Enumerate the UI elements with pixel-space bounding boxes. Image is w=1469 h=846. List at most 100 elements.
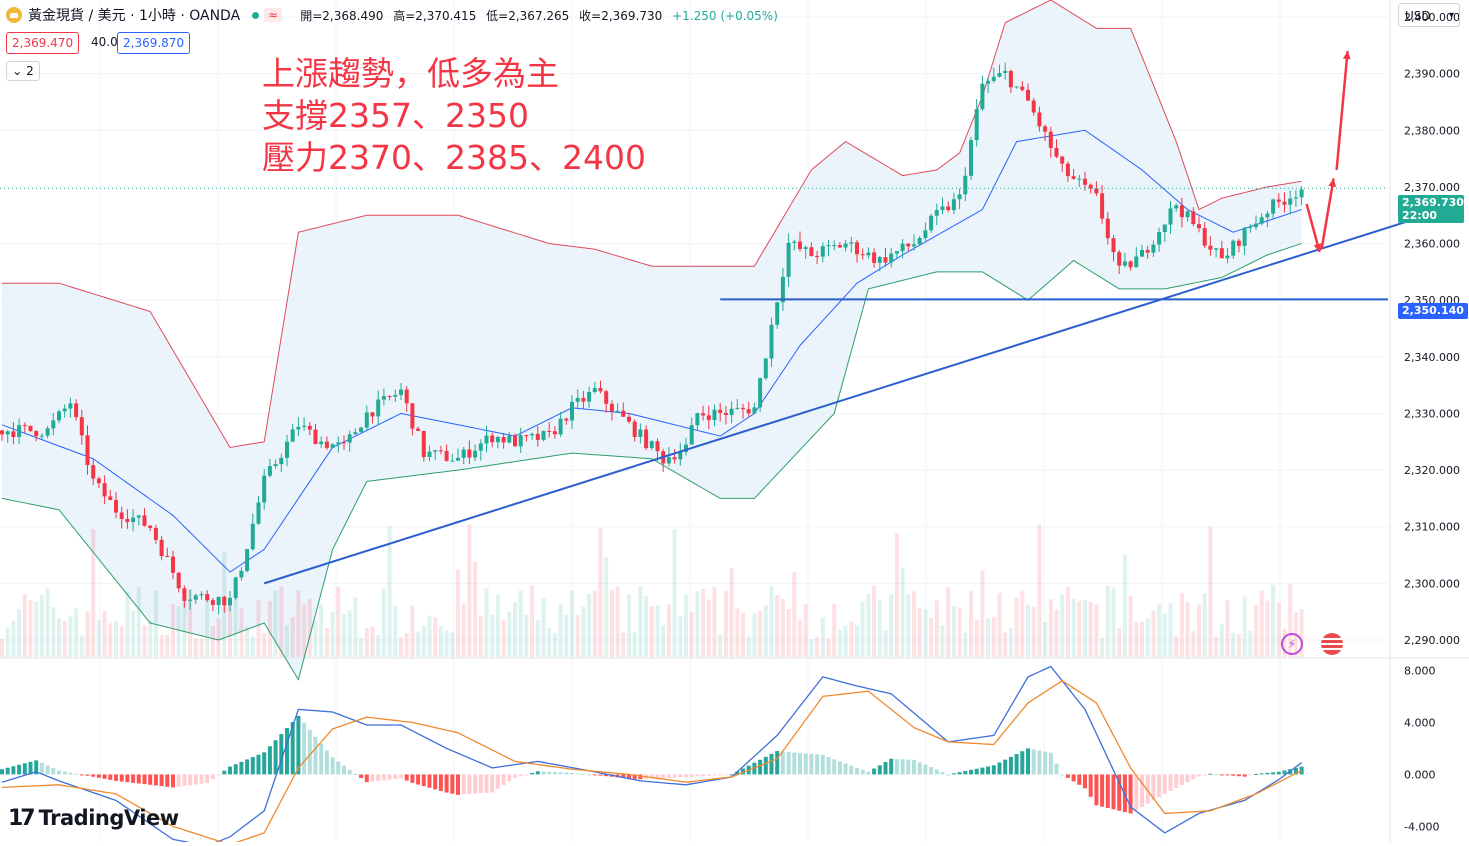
- volume-bar: [957, 607, 962, 657]
- candle-body: [1179, 205, 1184, 218]
- candle-body: [364, 412, 369, 428]
- macd-histogram-bar: [1105, 774, 1110, 808]
- volume-bar: [364, 627, 369, 657]
- candle-body: [718, 409, 723, 413]
- volume-bar: [889, 594, 894, 657]
- candle-body: [119, 512, 124, 519]
- sell-button[interactable]: 2,369.470: [6, 32, 80, 54]
- volume-bar: [433, 617, 438, 657]
- volume-bar: [547, 627, 552, 657]
- candle-body: [615, 410, 620, 412]
- macd-histogram-bar: [364, 774, 369, 783]
- delayed-data-badge[interactable]: ≈: [264, 8, 283, 22]
- macd-histogram-bar: [279, 734, 284, 775]
- candle-body: [1026, 89, 1030, 101]
- volume-bar: [267, 601, 272, 657]
- lightning-icon[interactable]: ⚡: [1281, 633, 1303, 655]
- volume-bar: [1157, 604, 1162, 657]
- macd-histogram-bar: [159, 774, 164, 787]
- volume-bar: [1219, 623, 1224, 657]
- candle-body: [957, 194, 962, 200]
- tradingview-logo[interactable]: 17 TradingView: [8, 804, 179, 832]
- candle-body: [313, 429, 318, 445]
- macd-histogram-bar: [171, 774, 175, 788]
- candle-body: [917, 238, 922, 245]
- volume-bar: [729, 568, 734, 657]
- spread-value: 40.0: [91, 35, 118, 49]
- macd-histogram-bar: [57, 770, 61, 775]
- volume-bar: [986, 618, 991, 657]
- volume-bar: [17, 609, 22, 657]
- macd-histogram-bar: [108, 774, 113, 780]
- candle-body: [256, 502, 261, 524]
- volume-bar: [513, 602, 517, 657]
- macd-histogram-bar: [604, 774, 609, 777]
- currency-select[interactable]: USD ▾: [1398, 3, 1460, 27]
- macd-histogram-bar: [906, 759, 911, 775]
- macd-histogram-bar: [347, 769, 352, 775]
- volume-bar: [1168, 603, 1173, 657]
- volume-bar: [1225, 600, 1230, 657]
- macd-histogram-bar: [85, 774, 90, 776]
- volume-bar: [1008, 628, 1013, 657]
- volume-bar: [1105, 585, 1110, 657]
- volume-bar: [1299, 609, 1304, 657]
- market-status[interactable]: ≈: [252, 8, 283, 22]
- volume-bar: [1083, 600, 1087, 657]
- volume-bar: [900, 568, 905, 657]
- candle-body: [1054, 147, 1059, 157]
- indicator-toggle[interactable]: ⌄ 2: [6, 61, 40, 81]
- volume-bar: [387, 526, 392, 657]
- macd-histogram-bar: [239, 761, 244, 775]
- macd-histogram-bar: [706, 774, 711, 776]
- macd-histogram-bar: [541, 771, 546, 775]
- candle-body: [296, 426, 301, 430]
- candle-body: [632, 421, 637, 437]
- candle-body: [399, 389, 403, 395]
- bollinger-band-fill: [2, 0, 1302, 680]
- macd-histogram-bar: [1191, 774, 1196, 780]
- macd-histogram-bar: [923, 764, 928, 775]
- volume-bar: [279, 586, 284, 657]
- macd-histogram-bar: [421, 774, 426, 787]
- candle-body: [319, 441, 324, 445]
- macd-histogram-bar: [934, 769, 939, 775]
- macd-histogram-bar: [416, 774, 421, 785]
- candle-body: [79, 417, 84, 436]
- us-flag-icon[interactable]: [1321, 633, 1343, 655]
- symbol-title[interactable]: 黃金現貨 / 美元 · 1小時 · OANDA: [28, 8, 241, 24]
- chevron-down-icon: ⌄: [12, 64, 23, 78]
- macd-histogram-bar: [1128, 774, 1133, 814]
- macd-histogram-bar: [307, 729, 312, 775]
- candle-body: [62, 408, 67, 412]
- candle-body: [96, 478, 101, 484]
- macd-histogram-bar: [353, 773, 358, 775]
- macd-histogram-bar: [872, 768, 877, 775]
- candle-body: [513, 435, 517, 447]
- volume-bar: [1288, 584, 1293, 657]
- candle-body: [997, 72, 1002, 77]
- bar-countdown: 22:00: [1402, 209, 1438, 222]
- volume-bar: [564, 614, 569, 657]
- candle-body: [416, 428, 421, 431]
- macd-histogram-bar: [399, 774, 403, 779]
- macd-histogram-bar: [296, 715, 301, 775]
- volume-bar: [837, 629, 842, 657]
- macd-histogram-bar: [188, 774, 193, 786]
- candle-body: [820, 246, 825, 257]
- candle-body: [980, 83, 985, 110]
- candle-body: [575, 397, 580, 402]
- candle-body: [438, 450, 443, 452]
- volume-bar: [507, 611, 512, 657]
- macd-histogram-bar: [148, 774, 153, 785]
- volume-bar: [1151, 611, 1156, 657]
- macd-histogram-bar: [330, 757, 335, 775]
- volume-bar: [581, 606, 586, 657]
- macd-histogram-bar: [1145, 774, 1150, 804]
- macd-histogram-bar: [524, 774, 529, 776]
- candle-body: [798, 241, 802, 250]
- volume-bar: [923, 609, 928, 657]
- buy-button[interactable]: 2,369.870: [117, 32, 191, 54]
